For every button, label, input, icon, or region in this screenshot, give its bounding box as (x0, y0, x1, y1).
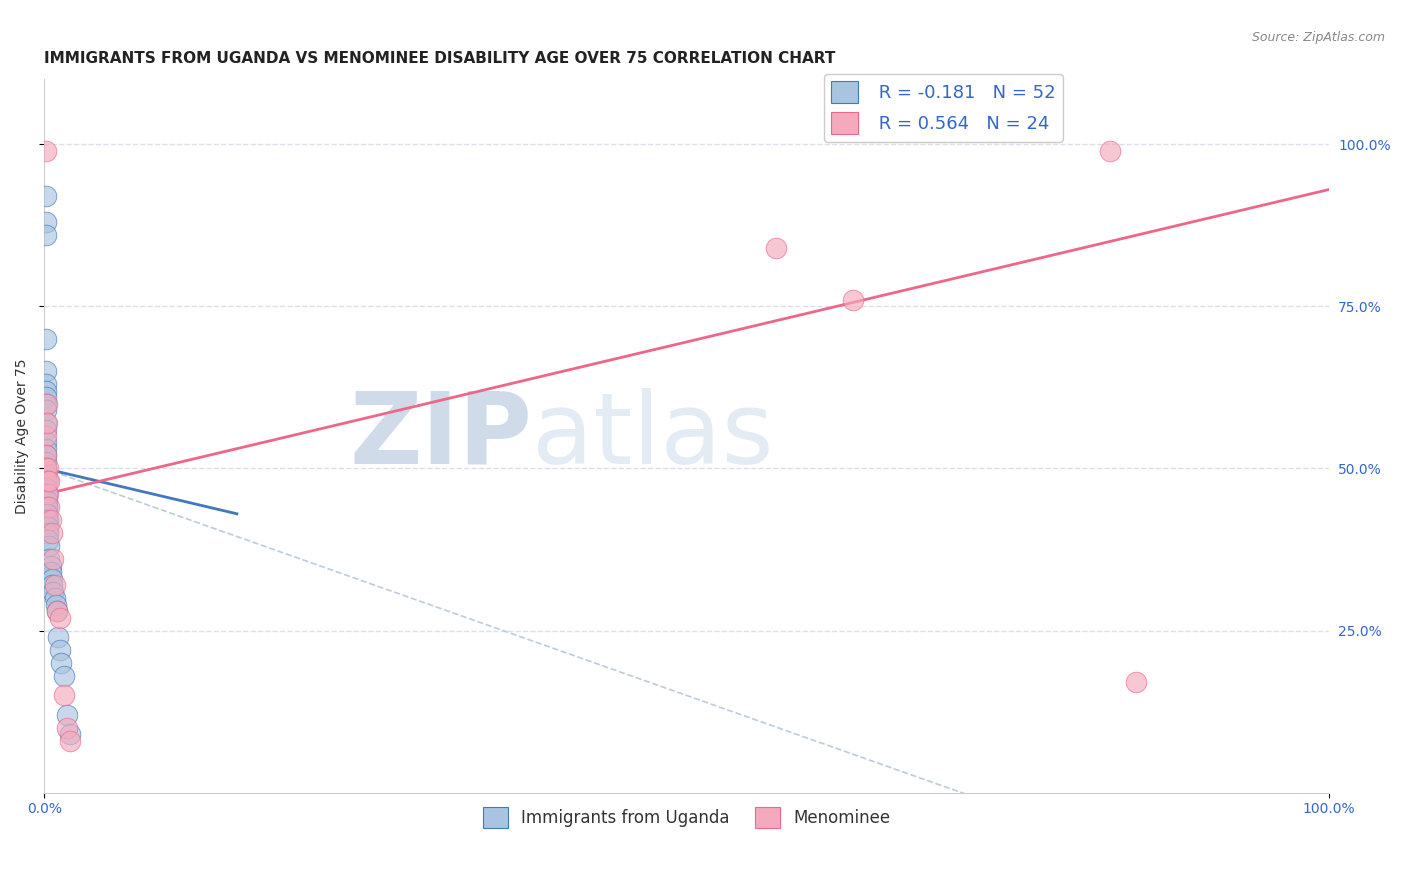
Point (46, 604, 69, 618)
Point (35, 416, 58, 430)
Point (34, 144, 56, 158)
Point (34, 449, 56, 463)
Y-axis label: Disability Age Over 75: Disability Age Over 75 (15, 359, 30, 514)
Point (34, 429, 56, 443)
Point (34, 461, 56, 475)
Point (37, 475, 59, 489)
Point (52, 669, 75, 683)
Point (34, 189, 56, 203)
Point (34, 215, 56, 229)
Point (52, 689, 75, 703)
Point (35, 487, 58, 501)
Point (34, 475, 56, 489)
Point (34, 475, 56, 489)
Point (34, 423, 56, 437)
Point (56, 721, 79, 735)
Point (1125, 675, 1147, 690)
Point (35, 396, 58, 410)
Point (59, 727, 82, 741)
Point (34, 332, 56, 346)
Point (44, 578, 66, 592)
Point (34, 384, 56, 398)
Point (42, 552, 65, 566)
Point (37, 533, 59, 547)
Point (56, 707, 79, 722)
Point (49, 656, 72, 670)
Point (34, 461, 56, 475)
Point (45, 598, 67, 612)
Point (35, 507, 58, 521)
Point (59, 733, 82, 747)
Point (39, 513, 62, 527)
Text: ZIP: ZIP (350, 387, 533, 484)
Point (34, 364, 56, 378)
Point (39, 558, 62, 573)
Point (34, 481, 56, 495)
Point (34, 461, 56, 475)
Point (37, 526, 59, 541)
Point (35, 500, 58, 515)
Point (1099, 144, 1122, 158)
Point (42, 584, 65, 599)
Point (48, 643, 70, 657)
Point (34, 403, 56, 417)
Point (34, 467, 56, 482)
Point (35, 507, 58, 521)
Point (39, 565, 62, 579)
Text: atlas: atlas (533, 387, 773, 484)
Point (46, 604, 69, 618)
Point (34, 467, 56, 482)
Point (34, 377, 56, 392)
Point (35, 500, 58, 515)
Point (44, 591, 66, 606)
Point (37, 520, 59, 534)
Point (48, 610, 70, 624)
Point (35, 513, 58, 527)
Point (37, 487, 59, 501)
Point (35, 493, 58, 508)
Point (38, 552, 60, 566)
Point (34, 481, 56, 495)
Point (37, 461, 59, 475)
Point (41, 526, 63, 541)
Point (35, 487, 58, 501)
Point (34, 396, 56, 410)
Point (34, 435, 56, 450)
Point (48, 630, 70, 644)
Point (34, 455, 56, 469)
Point (38, 475, 60, 489)
Text: Source: ZipAtlas.com: Source: ZipAtlas.com (1251, 31, 1385, 45)
Point (842, 293, 865, 307)
Point (34, 449, 56, 463)
Point (34, 416, 56, 430)
Point (765, 241, 787, 255)
Point (34, 442, 56, 456)
Point (34, 390, 56, 404)
Point (37, 513, 59, 527)
Legend: Immigrants from Uganda, Menominee: Immigrants from Uganda, Menominee (477, 801, 897, 834)
Text: IMMIGRANTS FROM UGANDA VS MENOMINEE DISABILITY AGE OVER 75 CORRELATION CHART: IMMIGRANTS FROM UGANDA VS MENOMINEE DISA… (44, 51, 835, 66)
Point (41, 578, 63, 592)
Point (38, 500, 60, 515)
Point (38, 539, 60, 553)
Point (34, 227, 56, 242)
Point (41, 572, 63, 586)
